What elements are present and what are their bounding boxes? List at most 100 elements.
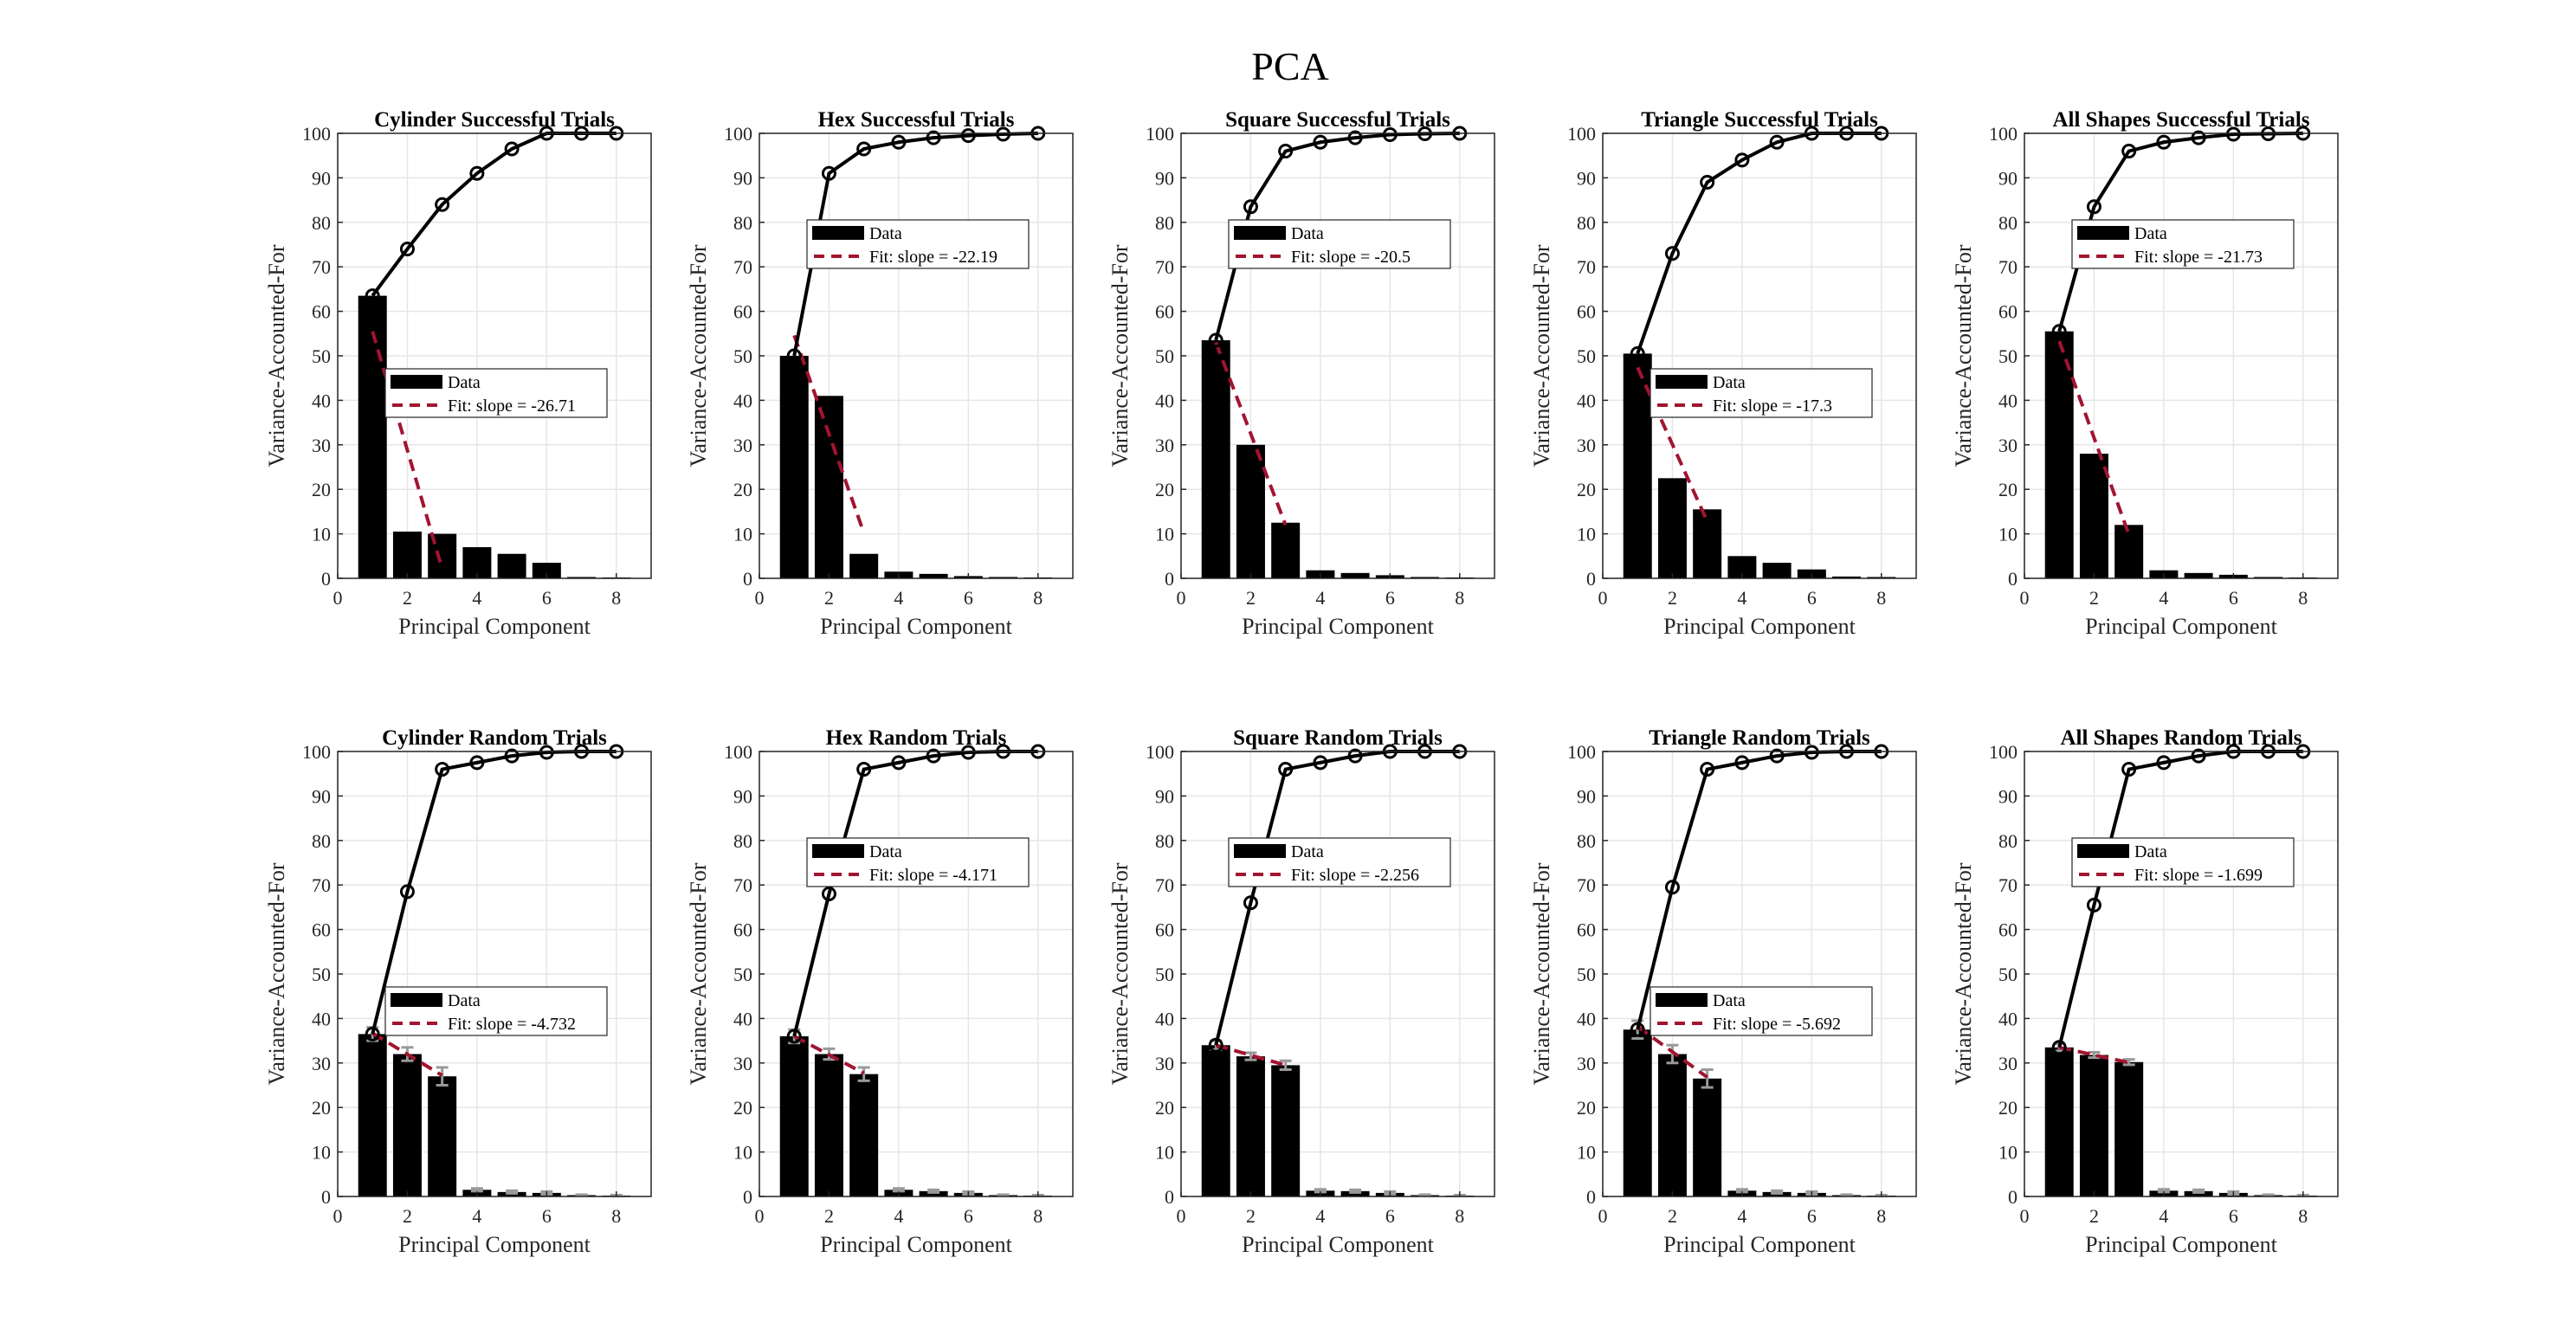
chart-4-bar-1 (2044, 331, 2074, 578)
chart-0-cumulative-point-1 (365, 288, 380, 304)
chart-6-ytick-label-8: 80 (733, 830, 752, 852)
chart-1-ytick-label-6: 60 (733, 301, 752, 323)
chart-0-xtick-label-3: 6 (542, 587, 552, 609)
chart-0-cumulative-point-5 (504, 141, 520, 157)
chart-7-bar-1 (1201, 1045, 1230, 1196)
chart-8-bar-2 (1657, 1054, 1687, 1196)
chart-0-ytick-label-2: 20 (312, 479, 331, 500)
chart-8-ytick-label-0: 0 (1586, 1186, 1596, 1208)
chart-4-bar-5 (2184, 572, 2213, 578)
chart-0-xlabel: Principal Component (398, 614, 591, 639)
chart-8-errorbar-5 (1771, 1189, 1784, 1195)
chart-5-ytick-label-10: 100 (302, 741, 331, 763)
chart-0-bar-1 (358, 295, 387, 578)
chart-1-title: Hex Successful Trials (818, 108, 1015, 132)
chart-7-title: Square Random Trials (1233, 726, 1443, 750)
chart-8-fit-line (1637, 1025, 1708, 1079)
chart-9-ytick-label-8: 80 (1998, 830, 2018, 852)
chart-1-ytick-label-9: 90 (733, 167, 752, 189)
chart-2-xtick-label-4: 8 (1455, 587, 1464, 609)
chart-4-xlabel: Principal Component (2085, 614, 2277, 639)
chart-9-legend-label-fit: Fit: slope = -1.699 (2134, 866, 2263, 885)
chart-7-fit-line (1215, 1043, 1287, 1067)
chart-2-bar-7 (1411, 577, 1440, 578)
chart-6-legend: Data Fit: slope = -4.171 (806, 837, 1030, 887)
chart-6-xtick-label-4: 8 (1033, 1205, 1043, 1227)
chart-4-xtick-label-1: 2 (2089, 587, 2099, 609)
chart-5-errorbar-7 (575, 1193, 588, 1197)
chart-8-legend: Data Fit: slope = -5.692 (1650, 986, 1873, 1036)
chart-1-ylabel: Variance-Accounted-For (686, 244, 711, 467)
chart-1-cumulative-point-4 (891, 134, 907, 150)
chart-6-panel: 0 10 20 30 40 50 60 70 80 90 100 0 2 4 6 8 Hex Random Tr… (686, 726, 1074, 1257)
chart-8-cumulative-point-1 (1630, 1022, 1645, 1037)
chart-5-ytick-label-2: 20 (312, 1097, 331, 1119)
chart-5-ytick-label-6: 60 (312, 919, 331, 941)
chart-2-cumulative-point-3 (1278, 144, 1294, 159)
chart-5-ytick-label-3: 30 (312, 1053, 331, 1074)
chart-6-xlabel: Principal Component (820, 1232, 1012, 1257)
chart-4-ytick-label-1: 10 (1998, 524, 2018, 545)
chart-9-cumulative-point-4 (2156, 755, 2172, 771)
chart-8-bar-3 (1693, 1078, 1722, 1196)
chart-9-cumulative-point-2 (2086, 897, 2101, 913)
chart-4-panel: 0 10 20 30 40 50 60 70 80 90 100 0 2 4 6 8 All Shapes Su… (1951, 108, 2339, 639)
chart-4-fit-line (2057, 340, 2131, 536)
chart-7-xtick-label-0: 0 (1177, 1205, 1186, 1227)
chart-0-xtick-label-0: 0 (333, 587, 343, 609)
chart-1-panel: 0 10 20 30 40 50 60 70 80 90 100 0 2 4 6 8 Hex Successfu… (686, 108, 1074, 639)
chart-9-bar-1 (2044, 1047, 2074, 1196)
chart-5-legend-label-data: Data (448, 991, 481, 1010)
chart-7-ytick-label-4: 40 (1155, 1008, 1174, 1029)
chart-9-bar-5 (2184, 1190, 2213, 1196)
chart-5-cumulative-point-2 (399, 884, 415, 900)
chart-4-xtick-label-2: 4 (2159, 587, 2168, 609)
chart-6-ylabel: Variance-Accounted-For (686, 862, 711, 1085)
chart-6-ytick-label-0: 0 (743, 1186, 752, 1208)
chart-1-bar-7 (989, 577, 1018, 578)
chart-1-xtick-label-0: 0 (755, 587, 765, 609)
chart-6-ytick-label-10: 100 (724, 741, 752, 763)
chart-3-fit-line (1636, 366, 1709, 523)
chart-1-ytick-label-10: 100 (724, 123, 752, 145)
chart-7-ytick-label-8: 80 (1155, 830, 1174, 852)
chart-8-cumulative-point-6 (1804, 745, 1819, 760)
chart-1-cumulative-point-3 (856, 141, 872, 157)
chart-3-ytick-label-6: 60 (1577, 301, 1596, 323)
chart-7-bar-5 (1340, 1190, 1370, 1196)
chart-8-errorbar-7 (1840, 1193, 1853, 1197)
chart-4-ytick-label-8: 80 (1998, 212, 2018, 234)
chart-4-cumulative-point-1 (2051, 324, 2067, 339)
chart-2-bar-1 (1201, 340, 1230, 578)
chart-5-bar-3 (428, 1076, 457, 1196)
chart-8-panel: 0 10 20 30 40 50 60 70 80 90 100 0 2 4 6 8 Triangle Rand… (1529, 726, 1917, 1257)
chart-2-ytick-label-10: 100 (1146, 123, 1174, 145)
chart-7-ytick-label-6: 60 (1155, 919, 1174, 941)
chart-2-bar-2 (1236, 444, 1265, 578)
chart-9-ytick-label-3: 30 (1998, 1053, 2018, 1074)
chart-6-xtick-label-3: 6 (964, 1205, 973, 1227)
chart-4-ytick-label-9: 90 (1998, 167, 2018, 189)
chart-8-ytick-label-7: 70 (1577, 874, 1596, 896)
chart-9-ytick-label-0: 0 (2008, 1186, 2018, 1208)
chart-1-ytick-label-4: 40 (733, 390, 752, 411)
chart-0-cumulative-point-3 (435, 197, 450, 212)
chart-3-ytick-label-2: 20 (1577, 479, 1596, 500)
chart-1-xtick-label-1: 2 (824, 587, 834, 609)
chart-5-xtick-label-1: 2 (403, 1205, 412, 1227)
chart-7-ytick-label-10: 100 (1146, 741, 1174, 763)
chart-4-ytick-label-6: 60 (1998, 301, 2018, 323)
chart-1-bar-2 (814, 396, 843, 578)
chart-7-legend-swatch-data (1234, 844, 1286, 858)
chart-7-cumulative-point-2 (1243, 895, 1258, 911)
chart-7-cumulative-point-5 (1347, 748, 1363, 764)
chart-6-legend-swatch-data (812, 844, 864, 858)
chart-1-ytick-label-7: 70 (733, 256, 752, 278)
chart-3-ytick-label-1: 10 (1577, 524, 1596, 545)
chart-2-xtick-label-2: 4 (1315, 587, 1325, 609)
chart-7-ytick-label-7: 70 (1155, 874, 1174, 896)
chart-9-cumulative-point-1 (2051, 1040, 2067, 1055)
chart-4-xtick-label-4: 8 (2298, 587, 2308, 609)
chart-9-xtick-label-2: 4 (2159, 1205, 2168, 1227)
